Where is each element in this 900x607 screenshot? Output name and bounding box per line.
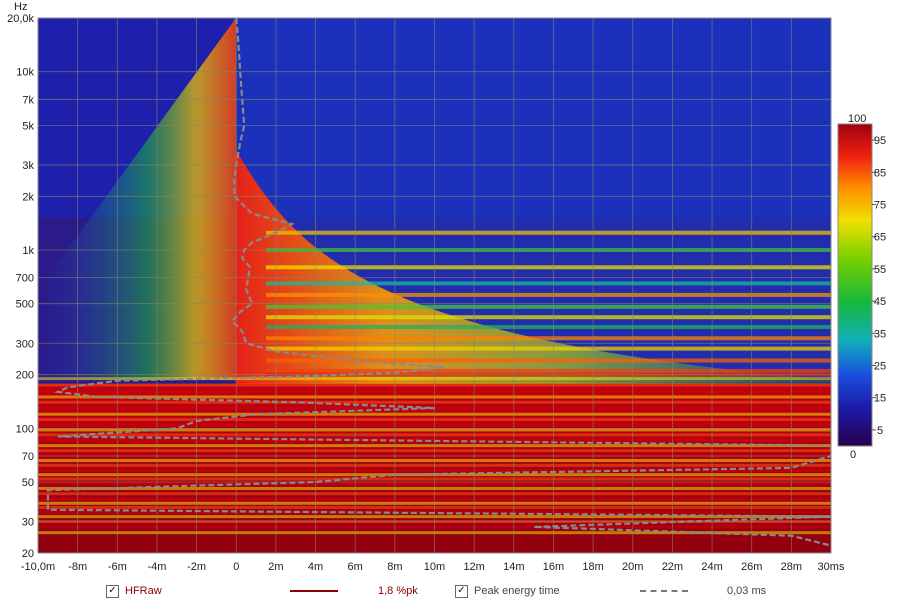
- y-tick-label: 30: [22, 517, 34, 529]
- colorbar-tick-label: 45: [874, 296, 886, 308]
- x-tick-label: -8m: [68, 561, 87, 573]
- x-tick-label: -10,0m: [21, 561, 55, 573]
- colorbar-tick-label: 95: [874, 135, 886, 147]
- x-tick-label: 6m: [348, 561, 363, 573]
- x-tick-label: 0: [233, 561, 239, 573]
- resonance-band: [265, 230, 831, 235]
- x-tick-label: 20m: [622, 561, 643, 573]
- colorbar-tick-label: 85: [874, 167, 886, 179]
- x-tick-label: 24m: [701, 561, 722, 573]
- peak-energy-checkbox[interactable]: ✓: [455, 584, 468, 598]
- resonance-band: [265, 292, 831, 297]
- y-tick-label: 50: [22, 477, 34, 489]
- y-tick-label: 10k: [16, 67, 34, 79]
- colorbar-tick-label: 25: [874, 361, 886, 373]
- grid-lines: [38, 18, 831, 553]
- colorbar-gradient: [837, 123, 873, 447]
- pre-ringing-wedge: [38, 18, 236, 380]
- x-tick-label: 18m: [582, 561, 603, 573]
- colorbar-tick-label: 5: [877, 425, 883, 437]
- x-tick-label: -2m: [187, 561, 206, 573]
- hfraw-swatch: [290, 583, 338, 599]
- colorbar-tick-label: 55: [874, 264, 886, 276]
- colorbar-tick-label: 65: [874, 232, 886, 244]
- resonance-band: [265, 315, 831, 320]
- peak-energy-time-line: [46, 18, 831, 547]
- peak-energy-value: 0,03 ms: [727, 585, 767, 597]
- x-tick-label: 26m: [741, 561, 762, 573]
- x-tick-label: 30ms: [818, 561, 845, 573]
- y-tick-label: 7k: [22, 94, 34, 106]
- resonance-band: [265, 265, 831, 270]
- y-axis-ticks: 20,0k 10k 7k 5k 3k 2k 1k 700 500 300 200 100 70 50 30 2…: [7, 13, 34, 560]
- resonance-band: [265, 325, 831, 330]
- peak-energy-swatch: [640, 583, 688, 599]
- y-tick-label: 200: [16, 370, 34, 382]
- x-tick-label: -6m: [108, 561, 127, 573]
- x-tick-label: 16m: [543, 561, 564, 573]
- y-tick-label: 20: [22, 548, 34, 560]
- y-tick-label: 300: [16, 338, 34, 350]
- colorbar-ticks: 95 85 75 65 55 45 35 25 15 5: [872, 135, 886, 437]
- colorbar-top-label: 100: [848, 113, 866, 125]
- colorbar-tick-label: 35: [874, 328, 886, 340]
- y-tick-label: 5k: [22, 120, 34, 132]
- resonance-band: [265, 281, 831, 286]
- hfraw-value: 1,8 %pk: [378, 585, 418, 597]
- x-tick-label: 14m: [503, 561, 524, 573]
- peak-energy-label: Peak energy time: [474, 585, 560, 597]
- x-tick-label: 10m: [424, 561, 445, 573]
- y-tick-label: 3k: [22, 160, 34, 172]
- resonance-band: [265, 368, 831, 373]
- resonance-band: [265, 346, 831, 351]
- plot-frame: [37, 17, 832, 554]
- y-axis-unit: Hz: [14, 1, 27, 13]
- hfraw-line-swatch: [290, 590, 338, 592]
- x-tick-label: 28m: [781, 561, 802, 573]
- x-tick-label: -4m: [147, 561, 166, 573]
- heatmap-area: [38, 18, 831, 553]
- x-axis-ticks: -10,0m -8m -6m -4m -2m 0 2m 4m 6m 8m 10m 12m 14m 16m 1…: [21, 561, 845, 573]
- resonance-band: [265, 304, 831, 309]
- y-tick-label: 70: [22, 451, 34, 463]
- x-tick-label: 2m: [268, 561, 283, 573]
- peak-energy-dash-swatch: [640, 590, 688, 592]
- y-tick-label: 700: [16, 273, 34, 285]
- y-tick-label: 500: [16, 299, 34, 311]
- x-tick-label: 12m: [463, 561, 484, 573]
- legend-peak-energy: ✓ Peak energy time: [455, 583, 560, 599]
- colorbar-tick-label: 15: [874, 393, 886, 405]
- legend-hfraw: ✓ HFRaw: [106, 583, 162, 599]
- y-tick-label: 1k: [22, 245, 34, 257]
- hfraw-checkbox[interactable]: ✓: [106, 584, 119, 598]
- colorbar: 100 0 95 85 75 65 55 45 35 25 15 5: [837, 113, 886, 461]
- x-tick-label: 8m: [387, 561, 402, 573]
- x-tick-label: 4m: [308, 561, 323, 573]
- colorbar-bottom-label: 0: [850, 449, 856, 461]
- resonance-band: [265, 358, 831, 363]
- y-tick-label: 20,0k: [7, 13, 34, 25]
- y-tick-label: 100: [16, 423, 34, 435]
- y-tick-label: 2k: [22, 191, 34, 203]
- resonance-band: [265, 336, 831, 341]
- hfraw-label: HFRaw: [125, 585, 162, 597]
- x-tick-label: 22m: [662, 561, 683, 573]
- colorbar-tick-label: 75: [874, 200, 886, 212]
